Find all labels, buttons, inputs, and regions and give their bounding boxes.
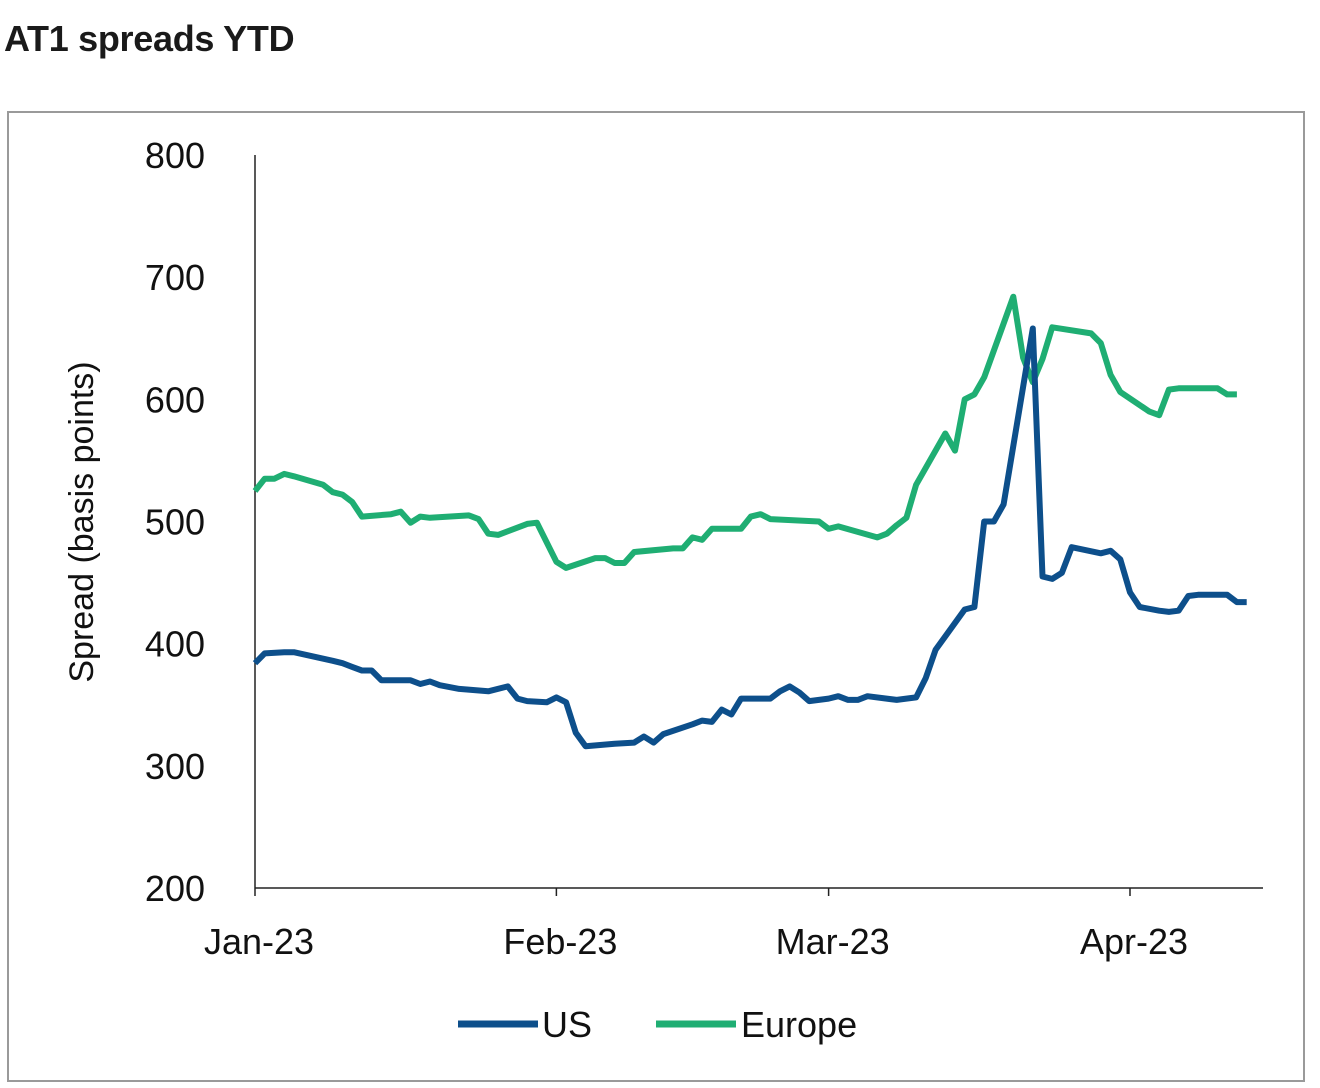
legend-label-us: US: [542, 1004, 592, 1045]
y-tick-label: 600: [145, 379, 205, 420]
y-tick-label: 300: [145, 746, 205, 787]
x-axis-ticks: Jan-23 Feb-23 Mar-23 Apr-23: [204, 888, 1188, 962]
y-tick-label: 500: [145, 502, 205, 543]
chart-axes: [254, 155, 1263, 889]
x-tick-label: Mar-23: [776, 921, 890, 962]
legend-label-europe: Europe: [741, 1004, 857, 1045]
chart-legend: US Europe: [458, 1004, 857, 1045]
y-tick-label: 800: [145, 135, 205, 176]
y-tick-label: 200: [145, 868, 205, 909]
chart-frame: [7, 111, 1305, 1082]
x-tick-label: Apr-23: [1080, 921, 1188, 962]
x-tick-label: Jan-23: [204, 921, 314, 962]
y-axis-title: Spread (basis points): [63, 361, 101, 682]
series-line-europe: [252, 293, 1237, 571]
x-tick-label: Feb-23: [503, 921, 617, 962]
y-axis-ticks: 200 300 400 500 600 700 800: [145, 135, 205, 909]
chart-series: [252, 293, 1247, 750]
chart-title: AT1 spreads YTD: [4, 18, 295, 59]
series-line-us: [252, 325, 1247, 750]
y-tick-label: 700: [145, 257, 205, 298]
y-tick-label: 400: [145, 624, 205, 665]
